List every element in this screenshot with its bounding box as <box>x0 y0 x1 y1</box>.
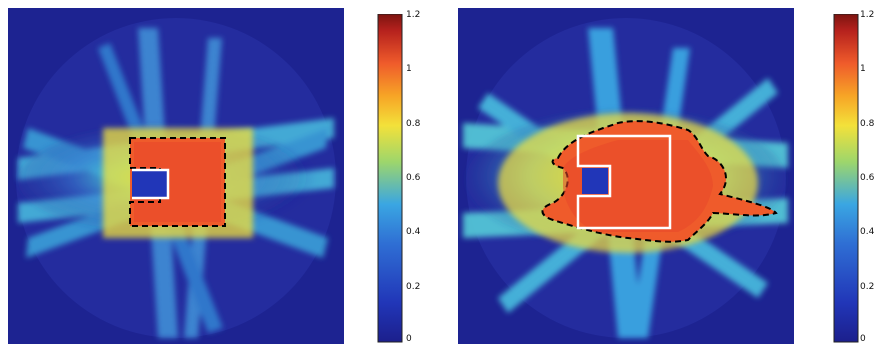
colorbar-tick: 0.2 <box>860 282 875 292</box>
left-dose-map <box>8 8 344 344</box>
colorbar-tick: 0 <box>860 334 866 344</box>
right-colorbar: 1.2 1 0.8 0.6 0.4 0.2 0 <box>832 10 882 344</box>
colorbar-tick: 0.8 <box>406 119 421 129</box>
right-dose-map <box>458 8 794 344</box>
colorbar-tick: 0.6 <box>406 173 421 183</box>
colorbar-tick: 1.2 <box>860 10 875 20</box>
colorbar-tick: 0.4 <box>860 227 875 237</box>
colorbar-tick: 1 <box>860 64 866 74</box>
left-colorbar: 1.2 1 0.8 0.6 0.4 0.2 0 <box>376 10 436 344</box>
colorbar-tick: 1 <box>406 64 412 74</box>
colorbar-tick: 0.6 <box>860 173 875 183</box>
colorbar-tick: 0 <box>406 334 412 344</box>
colorbar-tick: 0.8 <box>860 119 875 129</box>
colorbar-tick: 0.2 <box>406 282 421 292</box>
colorbar-tick: 1.2 <box>406 10 421 20</box>
colorbar-tick: 0.4 <box>406 227 421 237</box>
